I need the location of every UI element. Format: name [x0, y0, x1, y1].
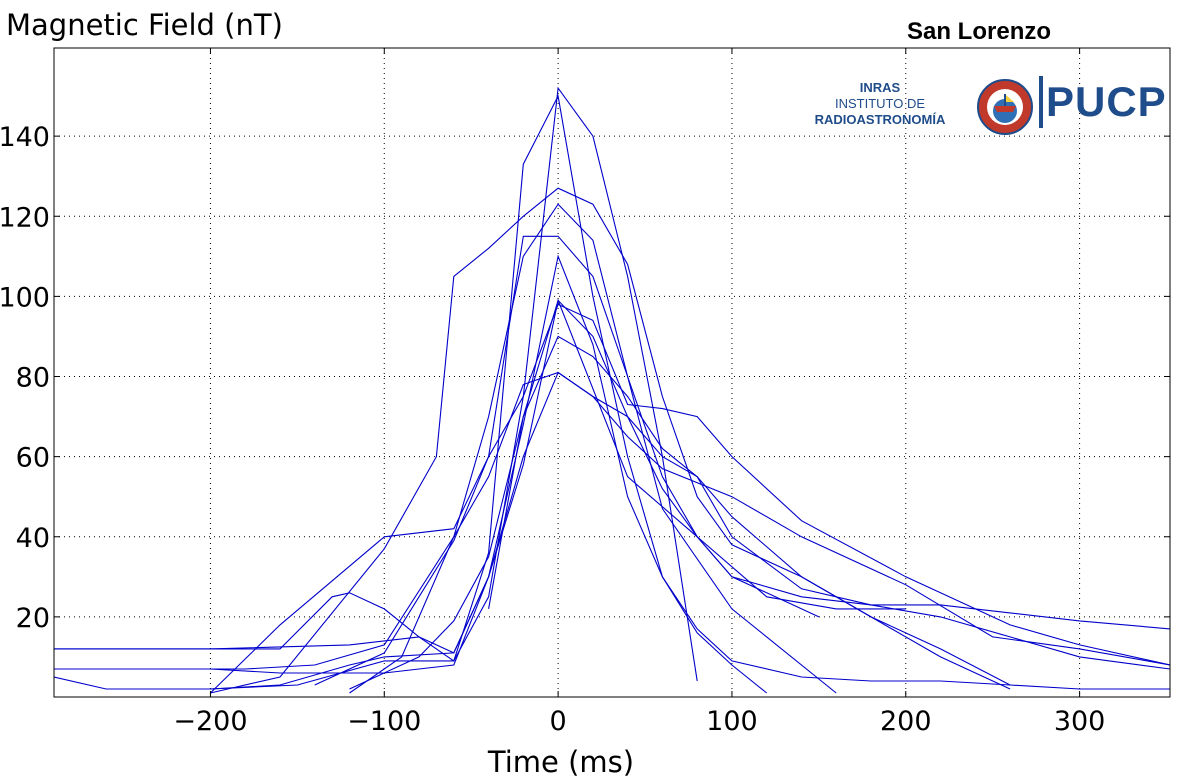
inras-logo: INRAS INSTITUTO DE RADIOASTRONOMÍA: [800, 80, 960, 128]
series-line-8: [54, 371, 1011, 690]
pucp-wordmark: PUCP: [1046, 78, 1167, 125]
series-line-11: [349, 299, 1170, 690]
series-line-4: [210, 235, 906, 694]
series-line-6: [314, 303, 1170, 686]
y-tick-label: 40: [16, 523, 50, 554]
series-line-1: [54, 86, 698, 682]
series-line-9: [54, 298, 820, 690]
y-tick-label: 60: [16, 443, 50, 474]
pucp-seal-icon: [977, 79, 1033, 135]
x-tick-label: −200: [173, 706, 247, 737]
series-line-7: [349, 371, 1170, 694]
y-tick-label: 140: [0, 122, 50, 153]
station-name: San Lorenzo: [907, 18, 1052, 45]
x-tick-label: 300: [1054, 706, 1106, 737]
x-tick-label: −100: [347, 706, 421, 737]
series-line-12: [488, 335, 1170, 670]
institution-logos: INRAS INSTITUTO DE RADIOASTRONOMÍA PUCP: [800, 74, 1180, 138]
axes: [53, 47, 1171, 698]
grid: [54, 48, 1170, 697]
x-axis-label: Time (ms): [487, 745, 634, 779]
inras-line1: INRAS: [859, 80, 901, 95]
series-line-5: [54, 254, 1170, 690]
y-tick-label: 20: [16, 603, 50, 634]
pucp-divider: [1039, 76, 1043, 128]
series-line-10: [210, 187, 1011, 694]
tick-labels: −200 −100 0 100 200 300 20 40 60 80 100 120 140: [0, 122, 1105, 737]
plot-frame: [53, 47, 1171, 698]
series-line-3: [123, 203, 837, 694]
x-tick-label: 100: [706, 706, 758, 737]
series-line-2: [210, 94, 768, 694]
x-tick-label: 0: [550, 706, 567, 737]
x-tick-label: 200: [880, 706, 932, 737]
series-lines: [54, 86, 1170, 694]
inras-line3: RADIOASTRONOMÍA: [814, 112, 946, 127]
y-tick-label: 100: [0, 282, 50, 313]
y-tick-label: 120: [0, 202, 50, 233]
y-axis-title: Magnetic Field (nT): [6, 8, 283, 42]
y-tick-label: 80: [16, 363, 50, 394]
inras-line2: INSTITUTO DE: [834, 96, 926, 111]
